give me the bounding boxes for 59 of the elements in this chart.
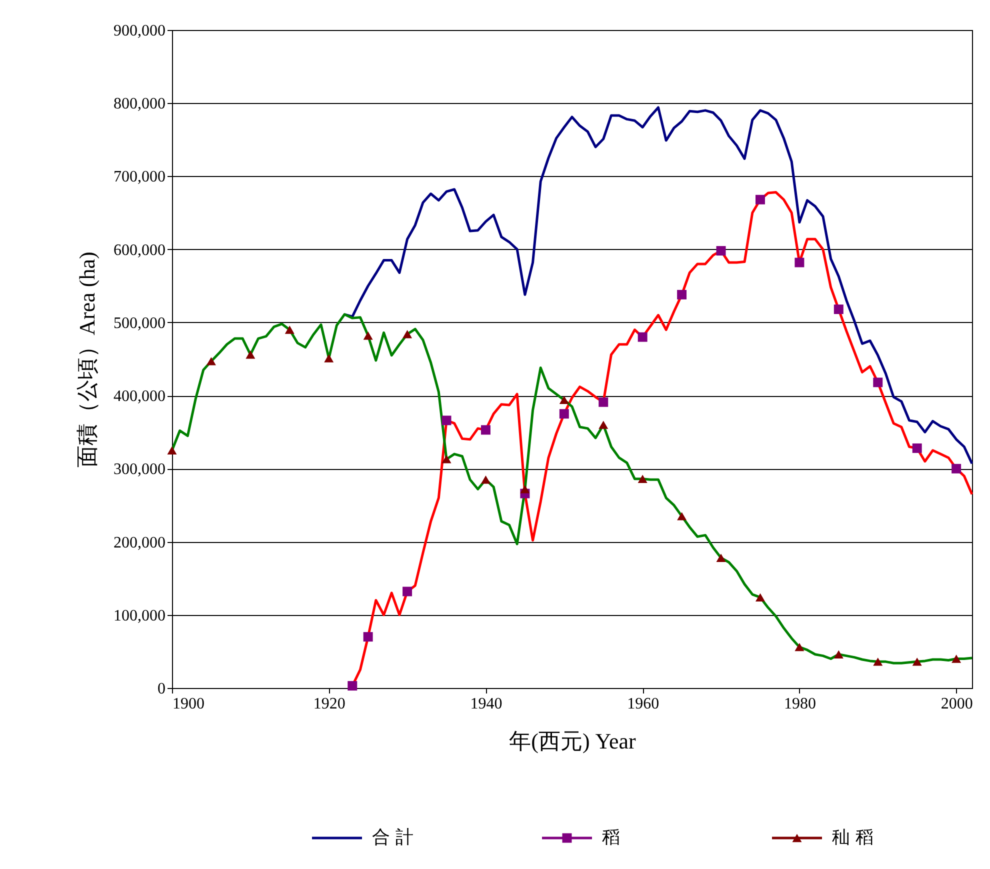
y-tick-label: 500,000	[114, 314, 166, 332]
point	[348, 681, 358, 691]
point	[442, 416, 452, 426]
x-tick-label: 2000	[940, 696, 973, 712]
x-tick-label: 1920	[313, 696, 346, 712]
point	[559, 409, 569, 419]
point	[206, 357, 216, 366]
point	[912, 658, 922, 666]
point	[638, 332, 648, 342]
x-tick-label: 1980	[784, 696, 816, 712]
point	[716, 554, 726, 562]
point	[402, 586, 412, 596]
point	[480, 476, 490, 484]
legend-label: 稻	[602, 827, 620, 848]
point	[794, 258, 804, 268]
y-tick-label: 800,000	[114, 96, 166, 113]
y-tick-label: 100,000	[114, 607, 166, 624]
y-tick-label: 600,000	[114, 242, 166, 259]
point	[363, 632, 373, 642]
y-tick-label: 300,000	[114, 461, 166, 478]
point	[755, 194, 765, 204]
point	[520, 485, 530, 494]
point	[402, 330, 412, 338]
point	[873, 378, 883, 388]
legend-label: 秈 稻	[832, 827, 874, 848]
point	[284, 326, 294, 334]
y-tick-label: 0	[158, 680, 166, 698]
x-tick-label: 1940	[470, 696, 502, 712]
point	[873, 658, 883, 666]
point	[834, 650, 844, 658]
point	[442, 455, 452, 464]
x-tick-label: 1960	[627, 696, 660, 712]
point	[952, 654, 962, 663]
point	[598, 420, 608, 429]
point	[716, 246, 726, 256]
point	[598, 397, 608, 407]
y-axis-title: 面積（公頃）Area (ha)	[74, 252, 100, 468]
point	[559, 396, 569, 404]
legend-label: 合 計	[372, 827, 414, 848]
point	[677, 290, 687, 300]
point	[677, 512, 687, 520]
point	[834, 304, 844, 314]
point	[912, 443, 922, 453]
point	[246, 350, 256, 359]
y-tick-label: 900,000	[114, 22, 166, 40]
point	[324, 354, 334, 362]
line-series	[343, 106, 974, 465]
point	[755, 593, 765, 602]
x-axis-title: 年(西元) Year	[509, 728, 637, 754]
x-tick-label: 1900	[172, 696, 204, 712]
point	[167, 446, 177, 454]
point	[952, 464, 962, 474]
point	[638, 474, 648, 484]
point	[480, 425, 490, 435]
y-tick-label: 700,000	[114, 168, 166, 186]
point	[794, 642, 804, 652]
y-tick-label: 400,000	[114, 388, 166, 406]
point	[363, 331, 373, 340]
y-tick-label: 200,000	[114, 534, 166, 552]
